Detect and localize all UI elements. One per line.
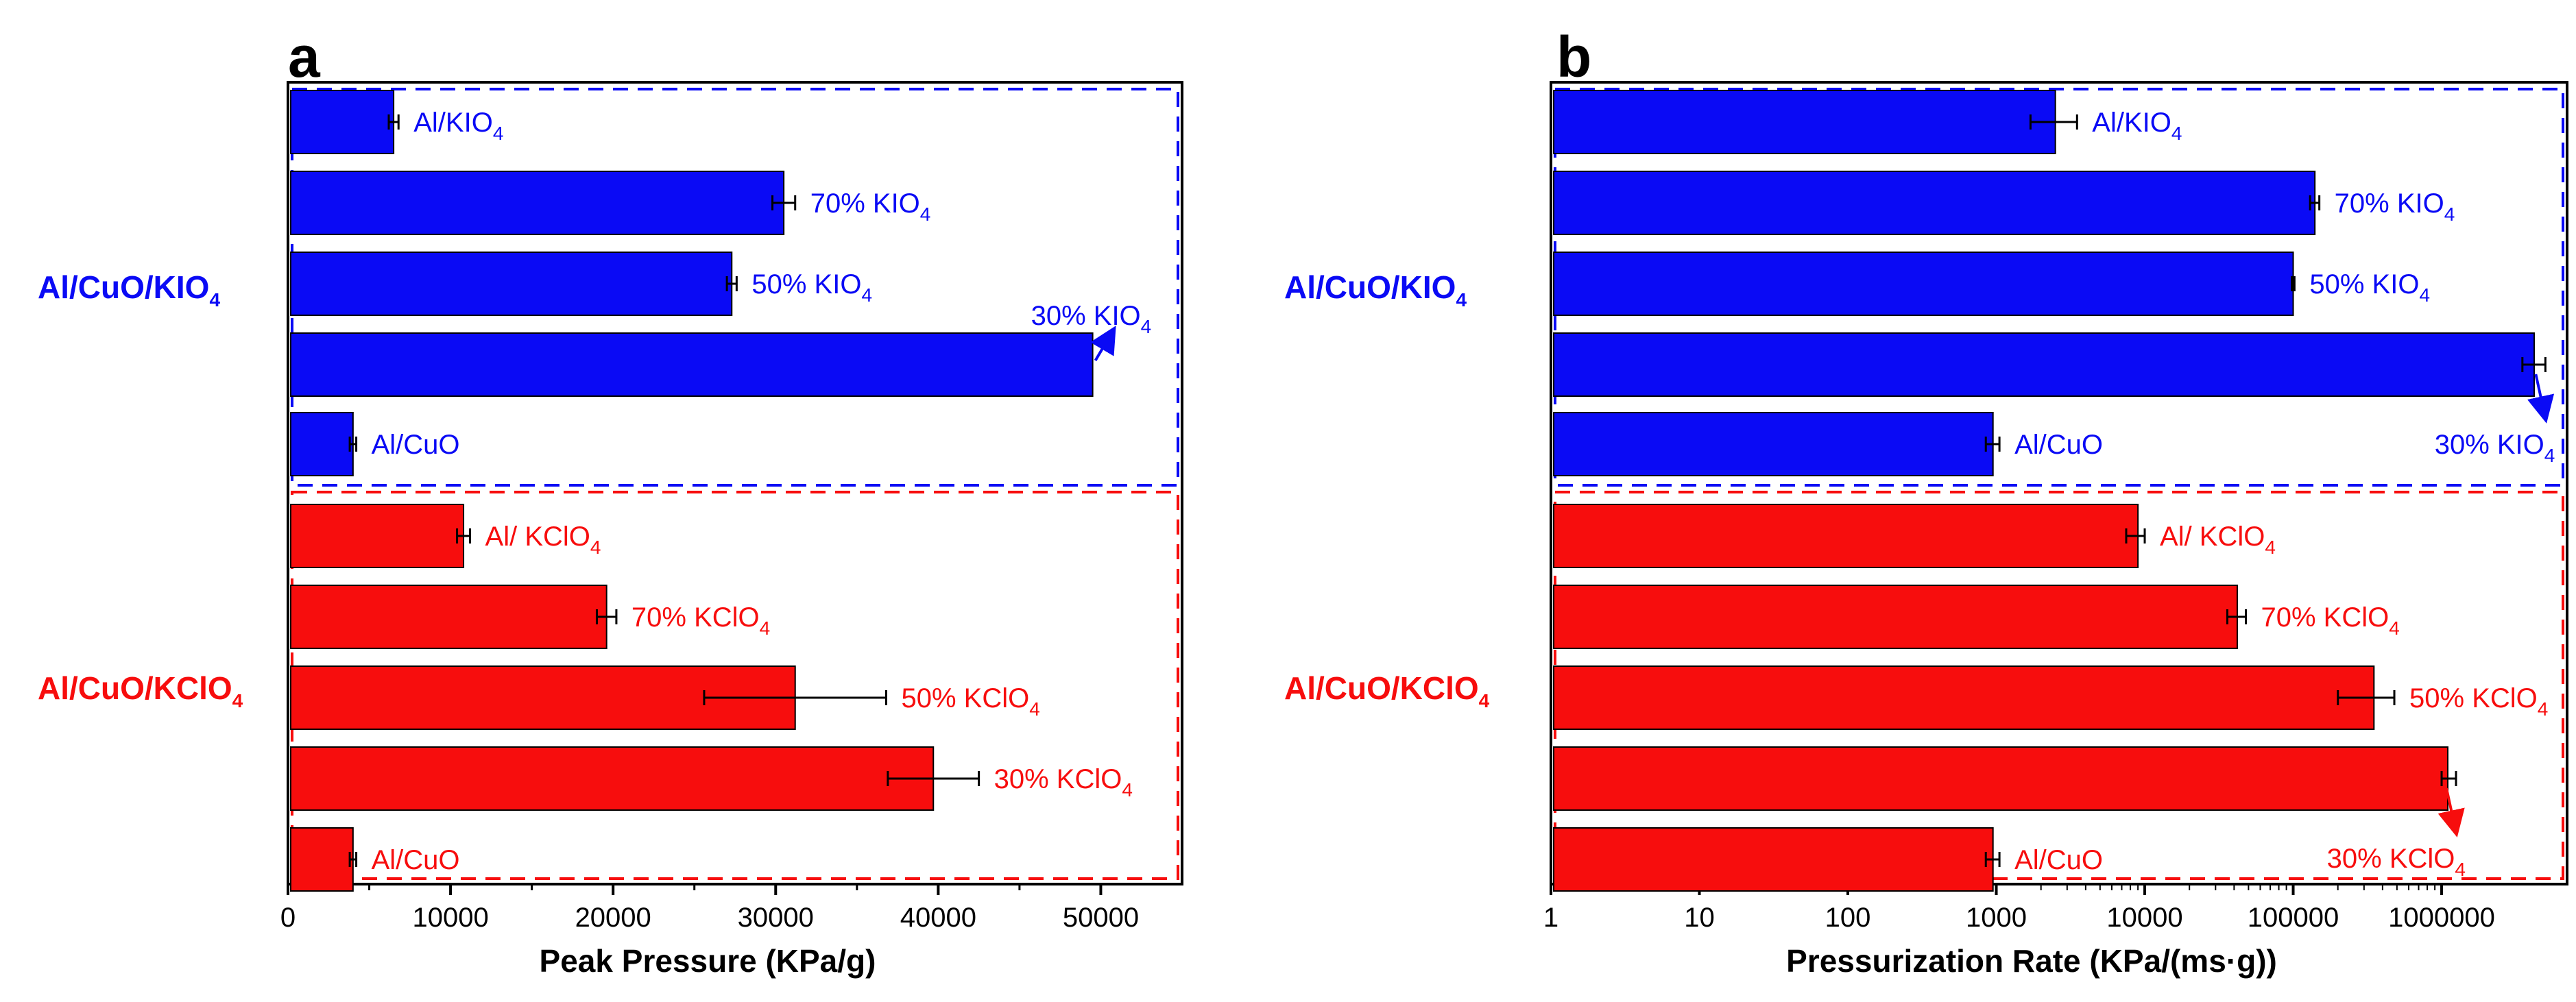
bar	[290, 746, 935, 811]
bar-label: 30% KIO4	[1031, 301, 1152, 337]
bar-label: 50% KIO4	[751, 269, 872, 306]
bar	[1553, 746, 2448, 811]
x-tick-label: 10	[1684, 903, 1715, 933]
x-tick-label: 40000	[900, 903, 976, 933]
x-tick-label: 50000	[1063, 903, 1139, 933]
x-tick-label: 20000	[575, 903, 651, 933]
bar-label: 50% KIO4	[2309, 269, 2430, 306]
x-tick-label: 100000	[2248, 903, 2339, 933]
group-label-kio4: Al/CuO/KIO4	[38, 269, 220, 310]
label-arrow	[2437, 787, 2465, 838]
x-tick-label: 10000	[412, 903, 488, 933]
bar	[290, 171, 785, 235]
group-label-kclo4: Al/CuO/KClO4	[38, 670, 243, 711]
bar	[1553, 332, 2535, 397]
bar	[290, 90, 395, 154]
bar	[290, 332, 1094, 397]
bar-label: 30% KIO4	[2435, 430, 2555, 466]
bar	[1553, 252, 2294, 316]
bar-label: Al/ KClO4	[485, 522, 601, 558]
bar	[1553, 412, 1994, 476]
bar	[290, 412, 354, 476]
bar	[1553, 504, 2139, 568]
bar	[290, 252, 733, 316]
x-tick-label: 0	[280, 903, 296, 933]
x-tick-label: 30000	[738, 903, 814, 933]
bar	[290, 827, 354, 892]
bar-label: 50% KClO4	[901, 683, 1039, 720]
panel-b-chart: b Al/CuO/KIO4 Al/CuO/KClO4 1 10 100 1000 10000 1…	[1284, 25, 2568, 979]
x-tick-label: 1000	[1966, 903, 2027, 933]
x-tick-label: 100	[1825, 903, 1871, 933]
panel-a-chart: a Al/CuO/KIO4 Al/CuO/KClO4 0 10000 20000 30000…	[38, 25, 1183, 979]
x-axis-title: Pressurization Rate (KPa/(ms·g))	[1786, 943, 2277, 979]
bar	[1553, 90, 2056, 154]
bar-label: Al/CuO	[2014, 430, 2103, 460]
bar-label: 70% KIO4	[810, 188, 931, 225]
panel-letter-b: b	[1556, 25, 1591, 89]
axes-frame	[287, 81, 1183, 885]
x-tick-label: 1	[1543, 903, 1558, 933]
bar	[1553, 585, 2238, 649]
group-label-kio4: Al/CuO/KIO4	[1284, 269, 1467, 310]
panel-letter-a: a	[288, 25, 321, 89]
bar-label: 30% KClO4	[994, 764, 1133, 801]
label-arrow	[1090, 326, 1116, 362]
group-label-kclo4: Al/CuO/KClO4	[1284, 670, 1490, 711]
bar	[1553, 171, 2316, 235]
bar-label: 70% KClO4	[631, 602, 770, 639]
bar-label: 70% KIO4	[2335, 188, 2455, 225]
kio4-group-box	[1554, 88, 2564, 487]
label-arrow	[2527, 374, 2555, 424]
x-tick-label: 10000	[2106, 903, 2182, 933]
x-tick-label: 1000000	[2388, 903, 2495, 933]
bar	[1553, 827, 1994, 892]
bar	[290, 585, 607, 649]
bar-label: Al/KIO4	[413, 108, 503, 144]
bar-label: Al/CuO	[372, 430, 460, 460]
bar-label: 50% KClO4	[2409, 683, 2548, 720]
bar-label: 70% KClO4	[2261, 602, 2400, 639]
bar-label: Al/KIO4	[2092, 108, 2182, 144]
bar-label: Al/CuO	[372, 845, 460, 875]
bar	[1553, 665, 2375, 730]
bar-label: Al/ KClO4	[2160, 522, 2276, 558]
axes-frame	[1550, 81, 2568, 885]
bar-label: Al/CuO	[2014, 845, 2103, 875]
bar	[290, 504, 465, 568]
x-axis-title: Peak Pressure (KPa/g)	[540, 943, 876, 979]
bar-label: 30% KClO4	[2327, 844, 2466, 880]
